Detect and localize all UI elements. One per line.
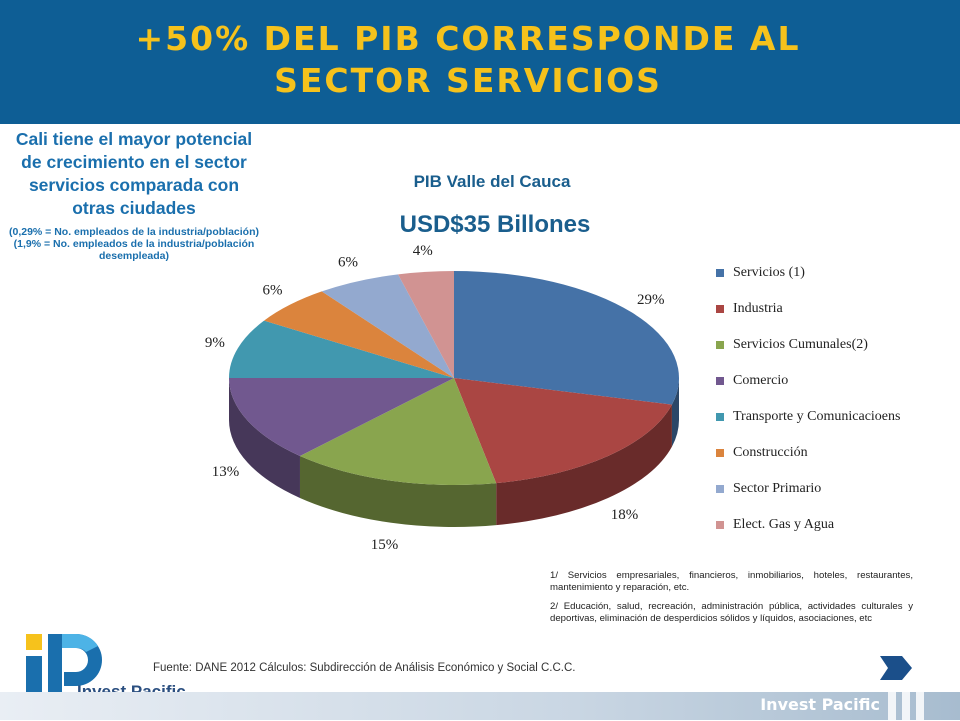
- legend-label: Elect. Gas y Agua: [733, 517, 835, 532]
- pie-side-3: [229, 378, 300, 498]
- legend-item: Transporte y Comunicacioens: [716, 406, 900, 428]
- legend-item: Construcción: [716, 442, 808, 464]
- cali-note-employment: (0,29% = No. empleados de la industria/p…: [8, 226, 260, 238]
- chart-subtitle: USD$35 Billones: [399, 211, 591, 238]
- cali-note: (0,29% = No. empleados de la industria/p…: [8, 226, 260, 262]
- pie-slice-6: [321, 274, 454, 378]
- legend-item: Elect. Gas y Agua: [716, 514, 834, 536]
- pie-label-3: 13%: [212, 464, 240, 480]
- footer-stripes: [888, 692, 940, 720]
- cali-note-unemployment: (1,9% = No. empleados de la industria/po…: [13, 238, 255, 262]
- pie-slice-0: [454, 271, 680, 405]
- slide-title: +50% DEL PIB CORRESPONDE AL SECTOR SERVI…: [0, 18, 936, 102]
- legend-swatch: [716, 305, 724, 313]
- legend-label: Transporte y Comunicacioens: [733, 409, 901, 424]
- footnote-1: 1/ Servicios empresariales, financieros,…: [550, 570, 913, 593]
- pie-slice-2: [299, 378, 497, 485]
- pie-labels: 29% 18% 15% 13% 9% 6% 6% 4%: [205, 243, 665, 553]
- cali-heading: Cali tiene el mayor potencial de crecimi…: [15, 129, 253, 218]
- pie-label-4: 9%: [205, 335, 225, 351]
- pie-label-5: 6%: [262, 283, 282, 299]
- pie-label-6: 6%: [338, 254, 358, 270]
- legend-swatch: [716, 377, 724, 385]
- pie-slice-5: [264, 291, 454, 378]
- legend-swatch: [716, 449, 724, 457]
- header-bar: +50% DEL PIB CORRESPONDE AL SECTOR SERVI…: [0, 0, 960, 124]
- chart-title: PIB Valle del Cauca: [413, 172, 571, 191]
- legend-item: Sector Primario: [716, 478, 821, 500]
- arrow-right-icon[interactable]: [880, 656, 914, 680]
- legend-swatch: [716, 413, 724, 421]
- pie-top-group: [229, 271, 680, 485]
- title-line-2: SECTOR SERVICIOS: [274, 61, 662, 100]
- pie-side-group: [229, 378, 679, 527]
- pie-label-2: 15%: [371, 537, 399, 553]
- legend-swatch: [716, 521, 724, 529]
- pie-label-7: 4%: [413, 243, 433, 259]
- pie-slice-4: [229, 320, 454, 378]
- legend-item: Comercio: [716, 370, 788, 392]
- legend-item: Servicios Cumunales(2): [716, 334, 868, 356]
- pie-side-0: [671, 378, 679, 447]
- footer-bar: Invest Pacific: [0, 692, 960, 720]
- pie-side-1: [496, 404, 672, 526]
- pie-slice-7: [398, 271, 454, 378]
- legend-swatch: [716, 269, 724, 277]
- legend-item: Servicios (1): [716, 262, 805, 284]
- legend-label: Industria: [733, 301, 783, 316]
- legend-label: Comercio: [733, 373, 789, 388]
- cali-panel: Cali tiene el mayor potencial de crecimi…: [8, 128, 260, 262]
- legend-label: Sector Primario: [733, 481, 822, 496]
- legend-swatch: [716, 485, 724, 493]
- title-line-1: +50% DEL PIB CORRESPONDE AL: [135, 19, 801, 58]
- pie-label-1: 18%: [611, 507, 639, 523]
- footnote-2: 2/ Educación, salud, recreación, adminis…: [550, 601, 913, 624]
- pie-side-2: [299, 455, 497, 527]
- legend-label: Servicios (1): [733, 265, 805, 280]
- pie-slice-1: [454, 378, 672, 484]
- pie-label-0: 29%: [637, 292, 665, 308]
- legend-label: Servicios Cumunales(2): [733, 337, 868, 352]
- legend-label: Construcción: [733, 445, 808, 460]
- pie-slice-3: [229, 378, 454, 456]
- legend-item: Industria: [716, 298, 783, 320]
- footnotes: 1/ Servicios empresariales, financieros,…: [550, 570, 913, 632]
- legend-swatch: [716, 341, 724, 349]
- source-note: Fuente: DANE 2012 Cálculos: Subdirección…: [153, 662, 576, 674]
- footer-brand: Invest Pacific: [760, 695, 880, 714]
